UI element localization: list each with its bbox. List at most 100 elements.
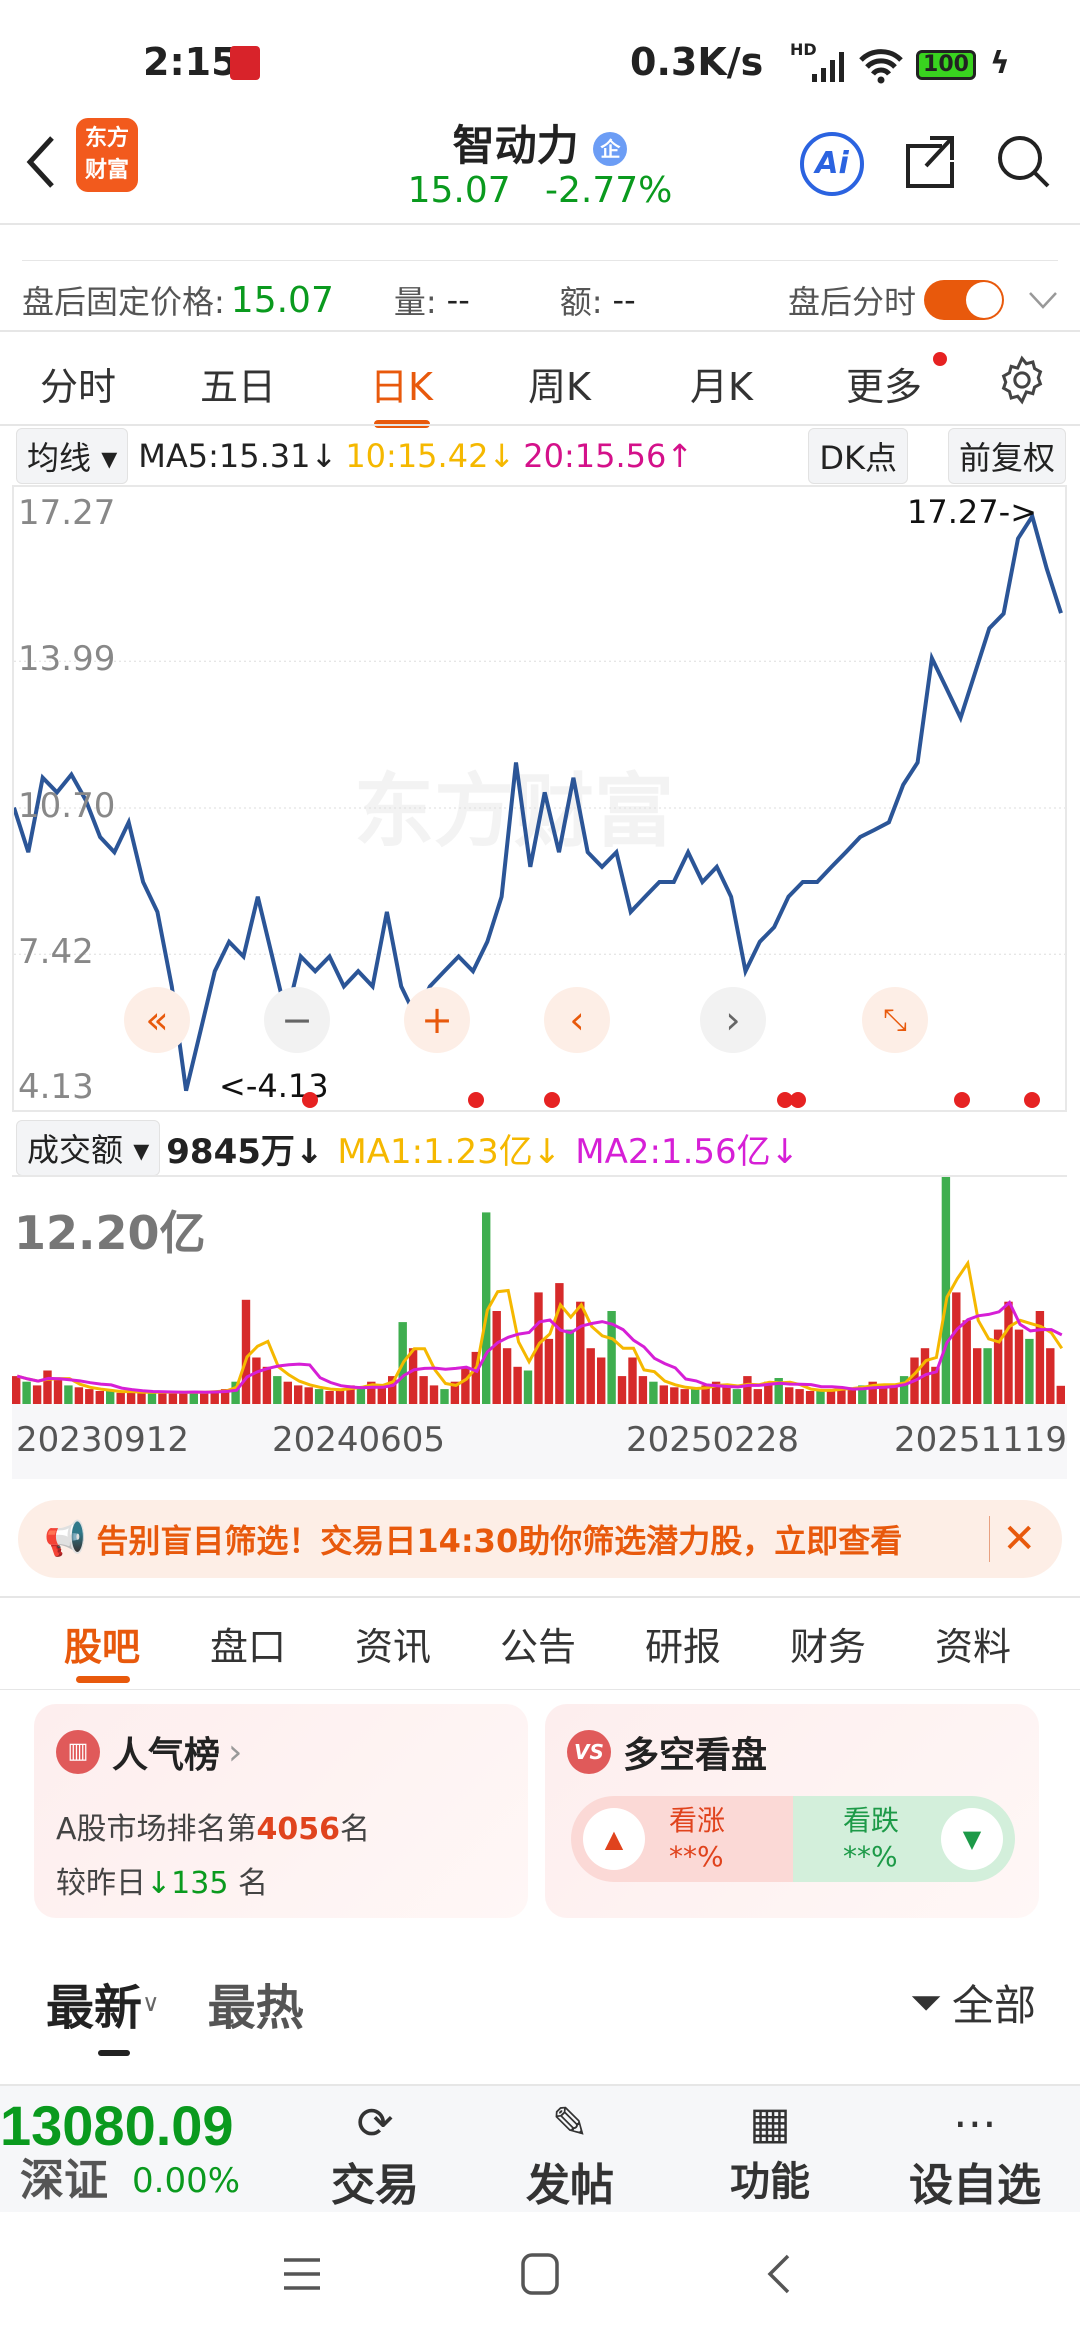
volume-bar: [314, 1389, 324, 1404]
tab-research[interactable]: 研报: [645, 1625, 722, 1669]
feed-sort-tabs: 最新 ∨ 最热: [46, 1968, 304, 2038]
scroll-right-button[interactable]: ›: [700, 987, 766, 1053]
indicator-selector[interactable]: 均线 ▾: [16, 428, 129, 484]
event-dot[interactable]: [777, 1092, 793, 1108]
vote-bar: ▲ 看涨 **% 看跌 **% ▼: [571, 1796, 1015, 1882]
volume-bar: [973, 1348, 982, 1404]
bull-bear-card: VS 多空看盘 ▲ 看涨 **% 看跌 **% ▼: [545, 1704, 1039, 1918]
date-tick: 20240605: [272, 1420, 446, 1460]
event-dot[interactable]: [790, 1092, 806, 1108]
tab-profile[interactable]: 资料: [935, 1625, 1012, 1669]
functions-button[interactable]: ▦ 功能: [730, 2098, 810, 2205]
trade-button[interactable]: ⟳ 交易: [331, 2098, 419, 2211]
tab-intraday[interactable]: 分时: [40, 365, 117, 409]
battery-icon: 100: [916, 50, 976, 80]
volume-bar: [607, 1311, 616, 1404]
volume-chart[interactable]: 12.20亿 20230912 20240605 20250228 202511…: [12, 1175, 1067, 1479]
volume-bar: [408, 1348, 418, 1404]
scroll-left-button[interactable]: ‹: [544, 987, 610, 1053]
tab-monthly-k[interactable]: 月K: [690, 365, 753, 409]
volume-bar: [889, 1385, 898, 1404]
volume-bar: [116, 1392, 125, 1404]
close-banner-button[interactable]: ✕: [989, 1516, 1036, 1562]
volume-ma2-line: [16, 1300, 1063, 1394]
price-chart[interactable]: 东方财富 17.27 13.99 10.70 7.42 4.13 17.27-> <-4…: [12, 485, 1067, 1112]
y-tick-label: 7.42: [18, 932, 94, 973]
tab-more[interactable]: 更多: [846, 365, 923, 409]
volume-bar: [335, 1389, 345, 1404]
volume-bar: [1004, 1301, 1013, 1404]
tab-hottest[interactable]: 最热: [207, 1980, 304, 2036]
adjust-button[interactable]: 前复权: [947, 428, 1066, 484]
bull-vote-button[interactable]: ▲ 看涨 **%: [571, 1796, 793, 1882]
tab-five-day[interactable]: 五日: [200, 365, 277, 409]
volume-bar: [628, 1357, 637, 1404]
indicator-selector-label: 均线: [27, 439, 92, 477]
home-icon[interactable]: [520, 2252, 560, 2296]
volume-bar: [1035, 1311, 1045, 1404]
popularity-card[interactable]: ▥ 人气榜 › A股市场排名第4056名 较昨日↓135 名: [34, 1704, 528, 1918]
date-tick: 20230912: [16, 1420, 190, 1460]
scroll-far-left-button[interactable]: «: [124, 987, 190, 1053]
fullscreen-button[interactable]: ⤡: [862, 987, 928, 1053]
volume-bar: [670, 1387, 679, 1404]
post-button[interactable]: ✎ 发帖: [526, 2098, 614, 2211]
settings-icon[interactable]: [996, 354, 1048, 406]
charging-icon: ϟ: [990, 46, 1010, 81]
ma-bar: 均线 ▾ MA5:15.31↓ 10:15.42↓ 20:15.56↑ DK点 …: [16, 428, 1066, 484]
volume-bar: [106, 1391, 115, 1404]
enterprise-badge: 企: [593, 131, 628, 166]
back-nav-icon[interactable]: [764, 2252, 794, 2296]
zoom-in-button[interactable]: +: [404, 987, 470, 1053]
volume-bar: [440, 1389, 449, 1404]
volume-bar: [941, 1177, 951, 1404]
tab-latest[interactable]: 最新: [46, 1980, 143, 2036]
zoom-out-button[interactable]: −: [264, 987, 330, 1053]
wifi-icon: [859, 49, 903, 84]
tab-financials[interactable]: 财务: [790, 1625, 867, 1669]
promo-banner[interactable]: 📢 告别盲目筛选！交易日14:30助你筛选潜力股，立即查看 ✕: [18, 1500, 1062, 1578]
event-dot[interactable]: [1024, 1092, 1040, 1108]
network-type: HD: [790, 40, 817, 59]
tab-announcements[interactable]: 公告: [500, 1625, 577, 1669]
tab-forum[interactable]: 股吧: [64, 1625, 141, 1669]
filter-button[interactable]: ⏷ 全部: [910, 1972, 1036, 2033]
app-logo[interactable]: 东方财富: [76, 118, 138, 192]
share-icon[interactable]: [902, 132, 958, 192]
volume-bar: [377, 1387, 386, 1404]
volume-bar: [1046, 1348, 1055, 1404]
event-dot[interactable]: [954, 1092, 970, 1108]
volume-bar: [85, 1389, 94, 1404]
add-watchlist-button[interactable]: ⋯ 设自选: [909, 2098, 1041, 2211]
menu-icon[interactable]: [282, 2254, 322, 2294]
active-tab-indicator: [76, 1676, 130, 1683]
max-price-label: 17.27->: [907, 493, 1037, 531]
chevron-down-icon[interactable]: [1028, 290, 1058, 310]
active-tab-indicator: [98, 2050, 130, 2056]
volume-bar: [262, 1366, 272, 1404]
tab-weekly-k[interactable]: 周K: [528, 365, 591, 409]
event-dot[interactable]: [468, 1092, 484, 1108]
filter-label: 全部: [951, 1981, 1036, 2030]
megaphone-icon: 📢: [44, 1519, 87, 1559]
back-icon[interactable]: [20, 132, 60, 192]
y-tick-label: 10.70: [18, 786, 116, 826]
index-value: 13080.09: [0, 2094, 234, 2157]
after-hours-toggle[interactable]: [924, 280, 1004, 320]
tab-news[interactable]: 资讯: [355, 1625, 432, 1669]
index-ticker[interactable]: 13080.09 深证 0.00%: [0, 2096, 270, 2206]
ai-button[interactable]: Ai: [800, 132, 864, 196]
search-icon[interactable]: [994, 132, 1054, 192]
event-dot[interactable]: [544, 1092, 560, 1108]
dk-points-button[interactable]: DK点: [808, 428, 908, 484]
index-name: 深证: [20, 2155, 108, 2206]
volume-indicator-selector[interactable]: 成交额 ▾: [16, 1120, 161, 1176]
bear-vote-button[interactable]: 看跌 **% ▼: [793, 1796, 1015, 1882]
app-notification-icon: [230, 46, 260, 80]
volume-bar: [1014, 1329, 1024, 1404]
tab-daily-k[interactable]: 日K: [370, 365, 433, 409]
volume-bar: [200, 1392, 209, 1404]
volume-bar: [816, 1391, 825, 1404]
tab-order-book[interactable]: 盘口: [210, 1625, 287, 1669]
event-dot[interactable]: [302, 1092, 318, 1108]
